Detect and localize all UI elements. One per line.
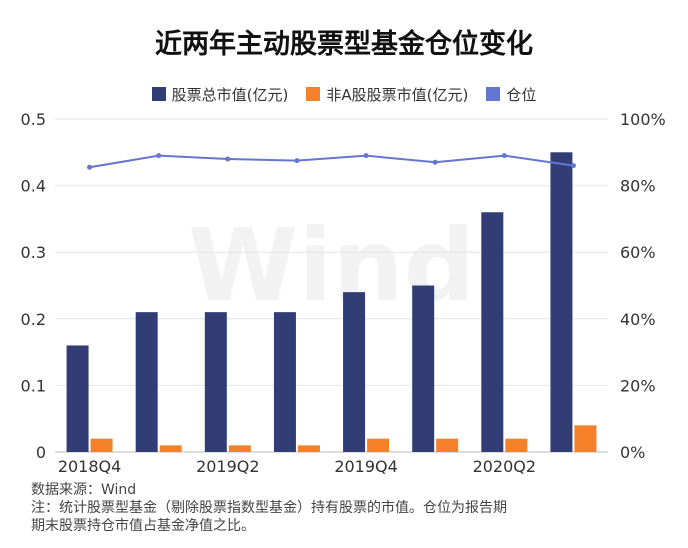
left-axis-tick-label: 0.2 <box>21 310 46 329</box>
legend-item-position: 仓位 <box>486 84 536 105</box>
bar-total-market-value <box>273 312 296 452</box>
legend-label-position: 仓位 <box>506 85 537 104</box>
bar-non-a-market-value <box>505 438 528 452</box>
point-position <box>225 156 231 162</box>
bar-total-market-value <box>135 312 158 452</box>
line-position <box>89 154 574 169</box>
left-axis-tick-label: 0.1 <box>21 376 46 395</box>
left-axis-tick-label: 0.4 <box>21 177 46 196</box>
bar-total-market-value <box>550 152 573 453</box>
bar-non-a-market-value <box>159 445 182 452</box>
bar-total-market-value <box>66 345 89 452</box>
legend-item-non-a: 非A股股票市值(亿元) <box>306 84 468 105</box>
x-axis-tick-label: 2018Q4 <box>58 457 122 476</box>
right-axis-tick-label: 20% <box>620 376 656 395</box>
point-position <box>432 159 438 165</box>
note-line-2: 期末股票持仓市值占基金净值之比。 <box>31 518 255 534</box>
legend: 股票总市值(亿元) 非A股股票市值(亿元) 仓位 <box>0 84 688 104</box>
x-axis-tick-label: 2020Q2 <box>473 457 537 476</box>
legend-item-total: 股票总市值(亿元) <box>151 84 289 105</box>
right-axis-tick-label: 80% <box>620 177 656 196</box>
legend-swatch-position <box>486 87 501 101</box>
left-axis-tick-label: 0.3 <box>21 243 46 262</box>
bar-non-a-market-value <box>228 445 251 452</box>
bar-total-market-value <box>204 312 227 452</box>
chart-title: 近两年主动股票型基金仓位变化 <box>155 29 533 60</box>
left-axis-tick-label: 0.5 <box>21 110 46 129</box>
right-axis-tick-label: 60% <box>620 243 656 262</box>
bar-non-a-market-value <box>297 445 320 452</box>
bar-total-market-value <box>412 285 435 452</box>
source-note: 数据来源：Wind <box>31 482 137 498</box>
footnote: 数据来源：Wind 注：统计股票型基金（剔除股票指数型基金）持有股票的市值。仓位… <box>31 481 671 535</box>
right-axis-tick-label: 100% <box>620 110 666 129</box>
right-axis-tick-label: 40% <box>620 310 656 329</box>
legend-swatch-non-a <box>306 87 321 101</box>
right-axis-tick-label: 0% <box>620 443 645 462</box>
bar-non-a-market-value <box>574 425 597 452</box>
x-axis-tick-label: 2019Q2 <box>196 457 260 476</box>
bar-non-a-market-value <box>367 438 390 452</box>
x-axis-tick-label: 2019Q4 <box>334 457 398 476</box>
bar-non-a-market-value <box>90 438 113 452</box>
note-line-1: 注：统计股票型基金（剔除股票指数型基金）持有股票的市值。仓位为报告期 <box>31 500 507 516</box>
point-position <box>294 158 300 164</box>
bar-total-market-value <box>343 292 366 452</box>
legend-label-non-a: 非A股股票市值(亿元) <box>326 85 469 104</box>
point-position <box>570 163 576 169</box>
point-position <box>363 153 369 159</box>
point-position <box>156 153 162 159</box>
legend-label-total: 股票总市值(亿元) <box>171 85 289 104</box>
bar-total-market-value <box>481 212 504 452</box>
legend-swatch-total <box>151 87 166 101</box>
bar-non-a-market-value <box>436 438 459 452</box>
point-position <box>87 164 93 170</box>
left-axis-tick-label: 0 <box>36 443 46 462</box>
point-position <box>501 153 507 159</box>
